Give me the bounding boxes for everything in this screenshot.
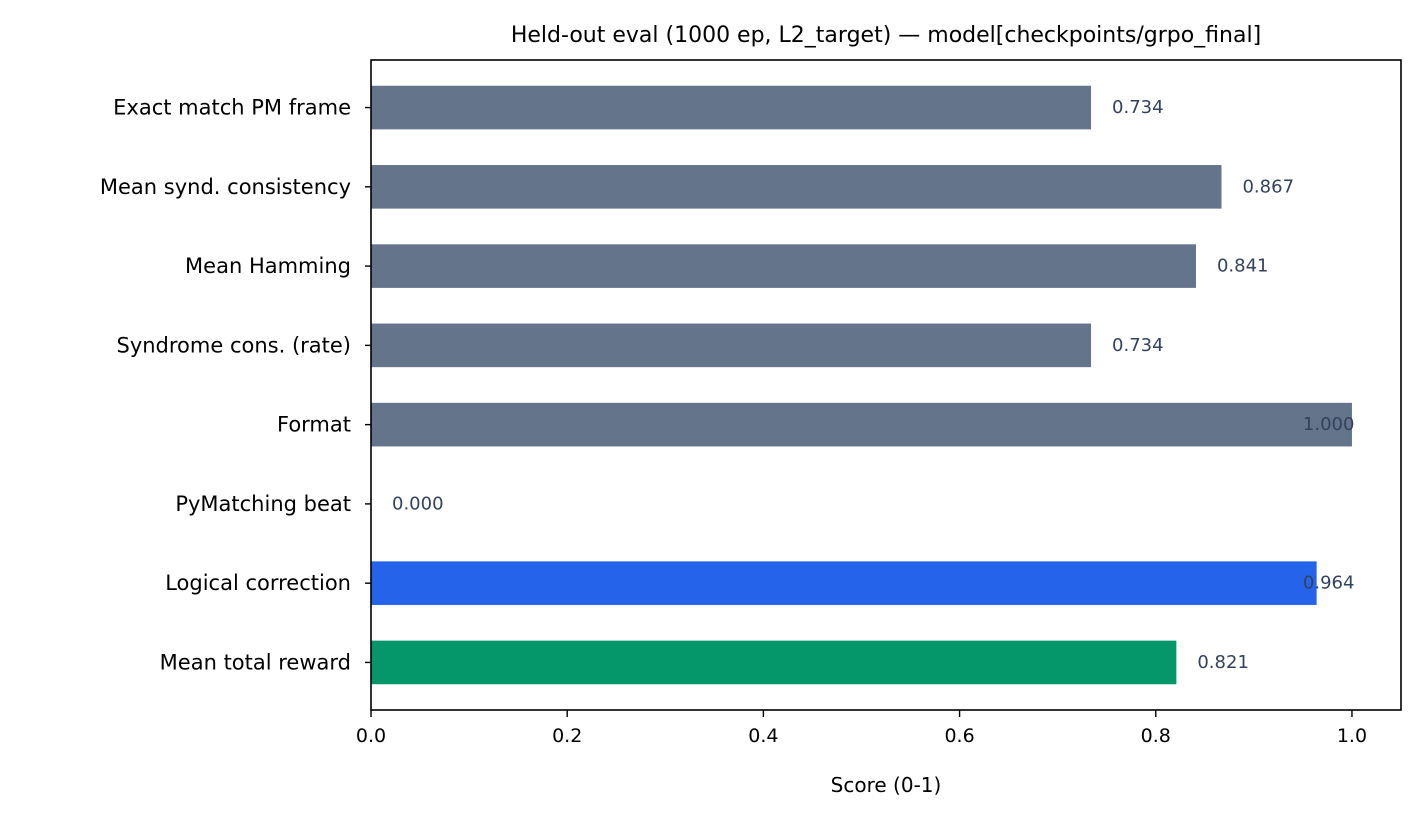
category-label-3: Syndrome cons. (rate) (116, 333, 351, 357)
x-tick-label-2: 0.4 (748, 725, 778, 747)
category-label-4: Format (277, 413, 351, 437)
category-label-6: Logical correction (165, 571, 351, 595)
bar-7 (371, 640, 1177, 685)
value-label-7: 0.821 (1197, 652, 1249, 673)
category-label-2: Mean Hamming (185, 254, 351, 278)
category-label-7: Mean total reward (160, 650, 351, 674)
value-label-3: 0.734 (1112, 335, 1164, 356)
bars-layer (371, 85, 1352, 685)
category-label-1: Mean synd. consistency (100, 175, 351, 199)
x-axis-ticks: 0.0 0.2 0.4 0.6 0.8 1.0 (356, 710, 1367, 747)
value-label-2: 0.841 (1217, 256, 1269, 277)
value-label-4: 1.000 (1303, 414, 1355, 435)
plot-frame (370, 59, 1402, 711)
value-label-0: 0.734 (1112, 97, 1164, 118)
x-tick-label-0: 0.0 (356, 725, 386, 747)
bar-3 (371, 323, 1092, 368)
x-axis-label: Score (0-1) (831, 773, 942, 797)
bar-2 (371, 244, 1196, 288)
x-tick-label-4: 0.8 (1141, 725, 1171, 747)
bar-4 (371, 402, 1352, 447)
value-labels: 0.734 0.867 0.841 0.734 1.000 0.000 0.964 0.821 (392, 97, 1354, 673)
x-tick-label-5: 1.0 (1337, 725, 1367, 747)
chart-title: Held-out eval (1000 ep, L2_target) — mod… (511, 23, 1261, 48)
bar-6 (371, 561, 1317, 605)
category-label-0: Exact match PM frame (113, 96, 351, 120)
value-label-1: 0.867 (1242, 176, 1294, 197)
bar-1 (371, 165, 1222, 209)
value-label-5: 0.000 (392, 493, 444, 514)
category-labels: Exact match PM frame Mean synd. consisten… (100, 96, 371, 674)
x-tick-label-1: 0.2 (552, 725, 582, 747)
category-label-5: PyMatching beat (175, 492, 351, 516)
bar-0 (371, 85, 1092, 130)
value-label-6: 0.964 (1303, 573, 1355, 594)
x-tick-label-3: 0.6 (944, 725, 974, 747)
